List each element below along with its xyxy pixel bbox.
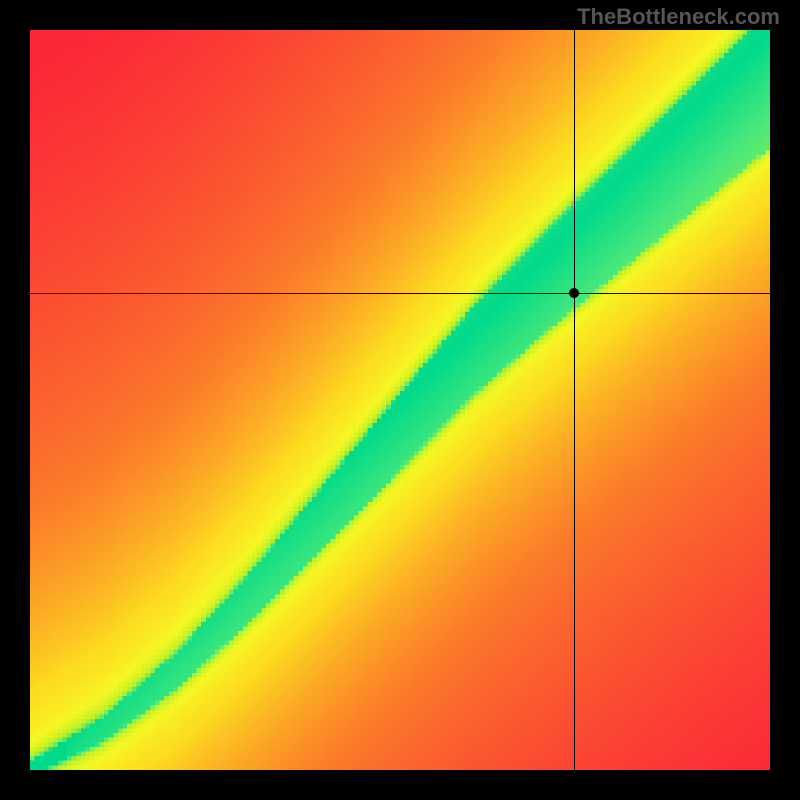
chart-plot-area [30, 30, 770, 770]
heatmap-canvas [30, 30, 770, 770]
marker-dot [569, 288, 579, 298]
crosshair-vertical-line [574, 30, 575, 770]
watermark-text: TheBottleneck.com [577, 4, 780, 30]
crosshair-horizontal-line [30, 293, 770, 294]
